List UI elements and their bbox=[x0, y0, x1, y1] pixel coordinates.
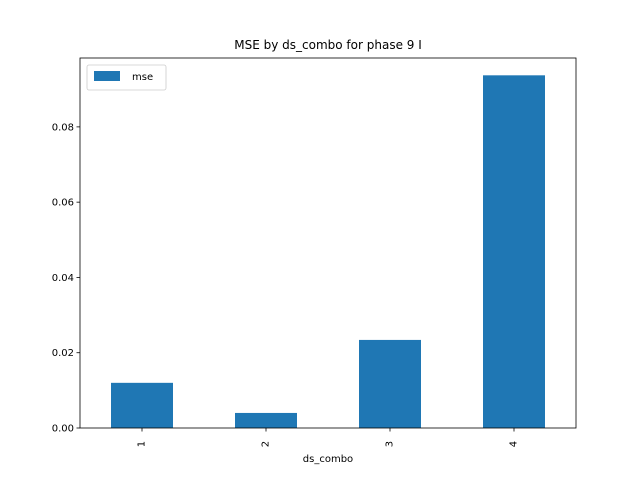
chart-title: MSE by ds_combo for phase 9 I bbox=[234, 38, 422, 52]
bar-1 bbox=[111, 382, 173, 428]
y-tick-label: 0.04 bbox=[52, 273, 74, 284]
bars-group bbox=[111, 75, 545, 429]
plot-frame bbox=[79, 57, 577, 429]
y-tick-label: 0.00 bbox=[52, 424, 74, 435]
y-tick-label: 0.06 bbox=[52, 198, 74, 209]
y-tick-label: 0.08 bbox=[52, 122, 74, 133]
bar-3 bbox=[359, 339, 421, 428]
x-axis-label: ds_combo bbox=[303, 454, 353, 465]
x-tick-label-1: 1 bbox=[137, 441, 148, 447]
y-axis: 0.00 0.02 0.04 0.06 0.08 bbox=[52, 122, 80, 435]
x-axis: 1 2 3 4 bbox=[137, 428, 520, 447]
legend-swatch-mse bbox=[94, 71, 120, 81]
legend-label-mse: mse bbox=[132, 72, 153, 83]
bar-2 bbox=[235, 412, 297, 428]
legend: mse bbox=[86, 64, 167, 91]
bar-4 bbox=[483, 75, 545, 429]
x-tick-label-2: 2 bbox=[261, 441, 272, 447]
x-tick-label-4: 4 bbox=[509, 441, 520, 447]
y-tick-label: 0.02 bbox=[52, 348, 74, 359]
x-tick-label-3: 3 bbox=[385, 441, 396, 447]
